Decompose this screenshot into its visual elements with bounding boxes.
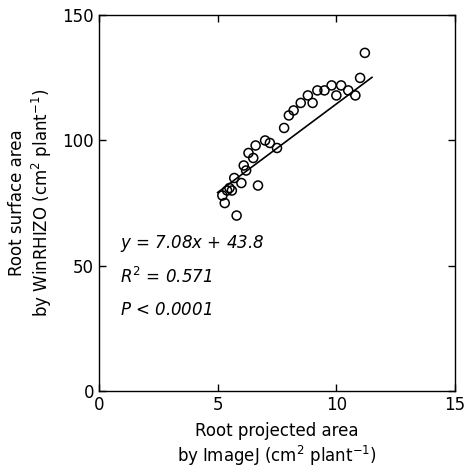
Point [254, 182, 262, 189]
Text: $R^2$ = 0.571: $R^2$ = 0.571 [120, 267, 212, 287]
Point [328, 81, 336, 89]
Point [245, 149, 252, 157]
Point [237, 179, 245, 187]
Point [233, 212, 240, 219]
Point [309, 99, 317, 107]
Point [226, 184, 233, 192]
Point [223, 187, 231, 194]
Point [219, 192, 226, 199]
Point [337, 81, 345, 89]
Point [352, 91, 359, 99]
Point [273, 144, 281, 152]
Point [361, 49, 369, 57]
Point [249, 154, 257, 162]
Point [221, 199, 228, 207]
Point [252, 142, 259, 149]
Point [285, 112, 292, 119]
Point [304, 91, 311, 99]
Text: $y$ = 7.08$x$ + 43.8: $y$ = 7.08$x$ + 43.8 [120, 233, 264, 254]
Text: $P$ < 0.0001: $P$ < 0.0001 [120, 301, 212, 318]
Point [242, 167, 250, 174]
Point [345, 87, 352, 94]
Point [228, 187, 236, 194]
Point [230, 174, 238, 182]
Point [280, 124, 288, 132]
Y-axis label: Root surface area
by WinRHIZO (cm$^2$ plant$^{-1}$): Root surface area by WinRHIZO (cm$^2$ pl… [9, 89, 54, 317]
Point [290, 107, 297, 114]
Point [321, 87, 328, 94]
Point [356, 74, 364, 82]
Point [266, 139, 273, 147]
Point [261, 137, 269, 144]
Point [297, 99, 304, 107]
X-axis label: Root projected area
by ImageJ (cm$^2$ plant$^{-1}$): Root projected area by ImageJ (cm$^2$ pl… [177, 422, 377, 467]
Point [333, 91, 340, 99]
Point [314, 87, 321, 94]
Point [240, 162, 247, 169]
